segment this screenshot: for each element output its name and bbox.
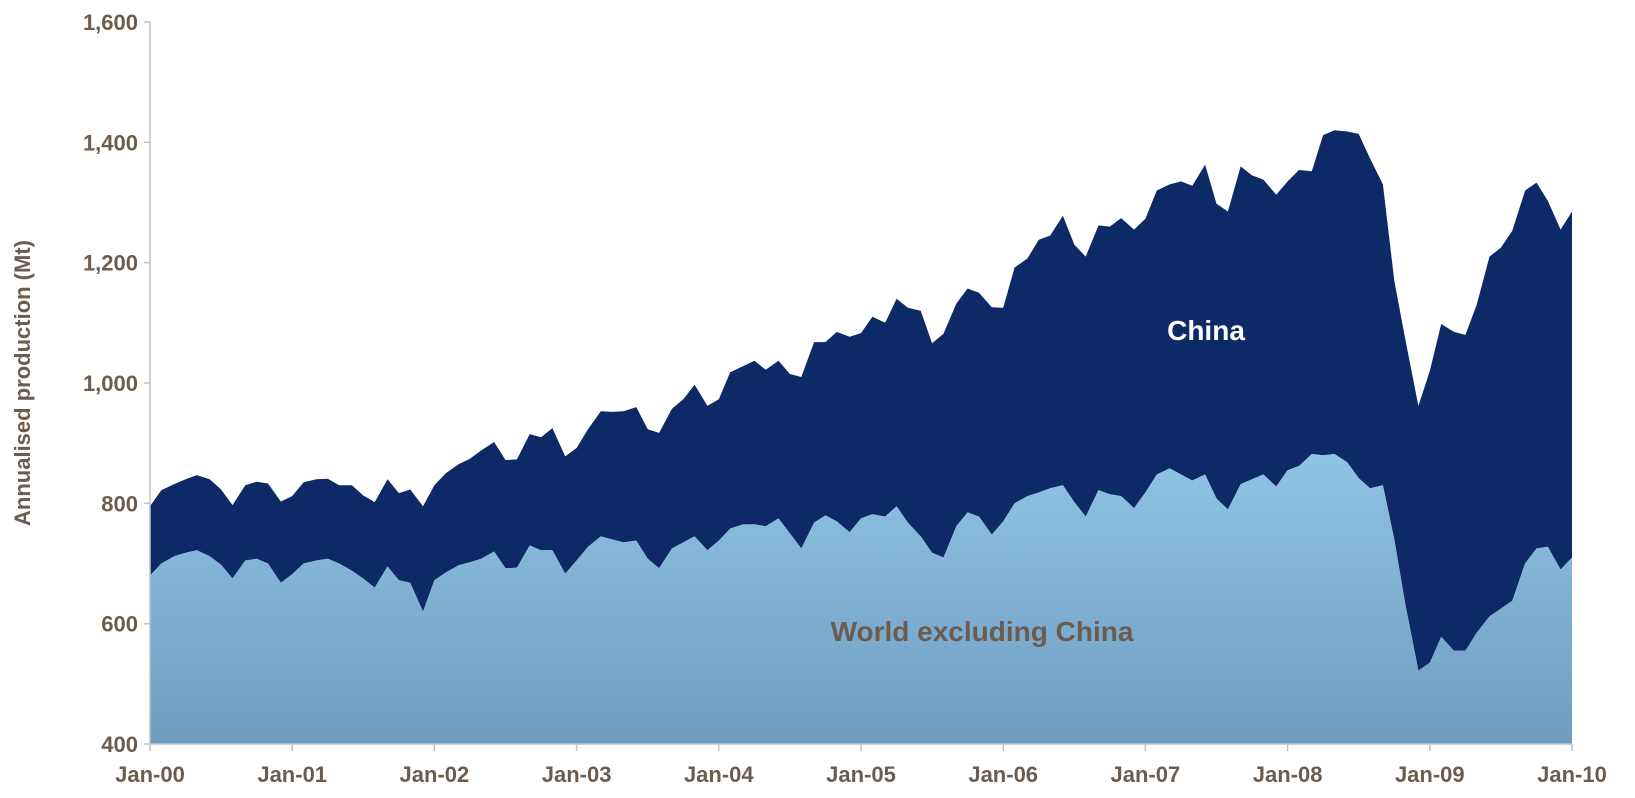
y-tick-label: 1,200 xyxy=(83,251,138,276)
x-tick-label: Jan-09 xyxy=(1395,762,1465,787)
y-tick-label: 400 xyxy=(101,732,138,757)
x-tick-label: Jan-07 xyxy=(1111,762,1181,787)
y-axis: 400 600 800 1,000 1,200 1,400 1,600 xyxy=(83,10,151,757)
series-area-world-excluding-china xyxy=(150,454,1572,744)
x-tick-label: Jan-05 xyxy=(826,762,896,787)
series-label-china: China xyxy=(1167,315,1245,346)
y-tick-label: 600 xyxy=(101,612,138,637)
x-tick-label: Jan-03 xyxy=(542,762,612,787)
x-tick-label: Jan-10 xyxy=(1537,762,1607,787)
series-label-world-excluding-china: World excluding China xyxy=(831,616,1134,647)
series-area-china xyxy=(150,130,1572,671)
x-tick-label: Jan-08 xyxy=(1253,762,1323,787)
x-tick-label: Jan-00 xyxy=(115,762,185,787)
y-tick-label: 1,400 xyxy=(83,130,138,155)
y-axis-title: Annualised production (Mt) xyxy=(10,240,35,526)
x-tick-label: Jan-01 xyxy=(257,762,327,787)
y-tick-label: 800 xyxy=(101,491,138,516)
y-tick-label: 1,000 xyxy=(83,371,138,396)
x-tick-label: Jan-06 xyxy=(968,762,1038,787)
x-tick-label: Jan-04 xyxy=(684,762,754,787)
x-axis: Jan-00 Jan-01 Jan-02 Jan-03 Jan-04 Jan-05 Jan-… xyxy=(115,743,1607,787)
y-tick-label: 1,600 xyxy=(83,10,138,35)
x-tick-label: Jan-02 xyxy=(400,762,470,787)
